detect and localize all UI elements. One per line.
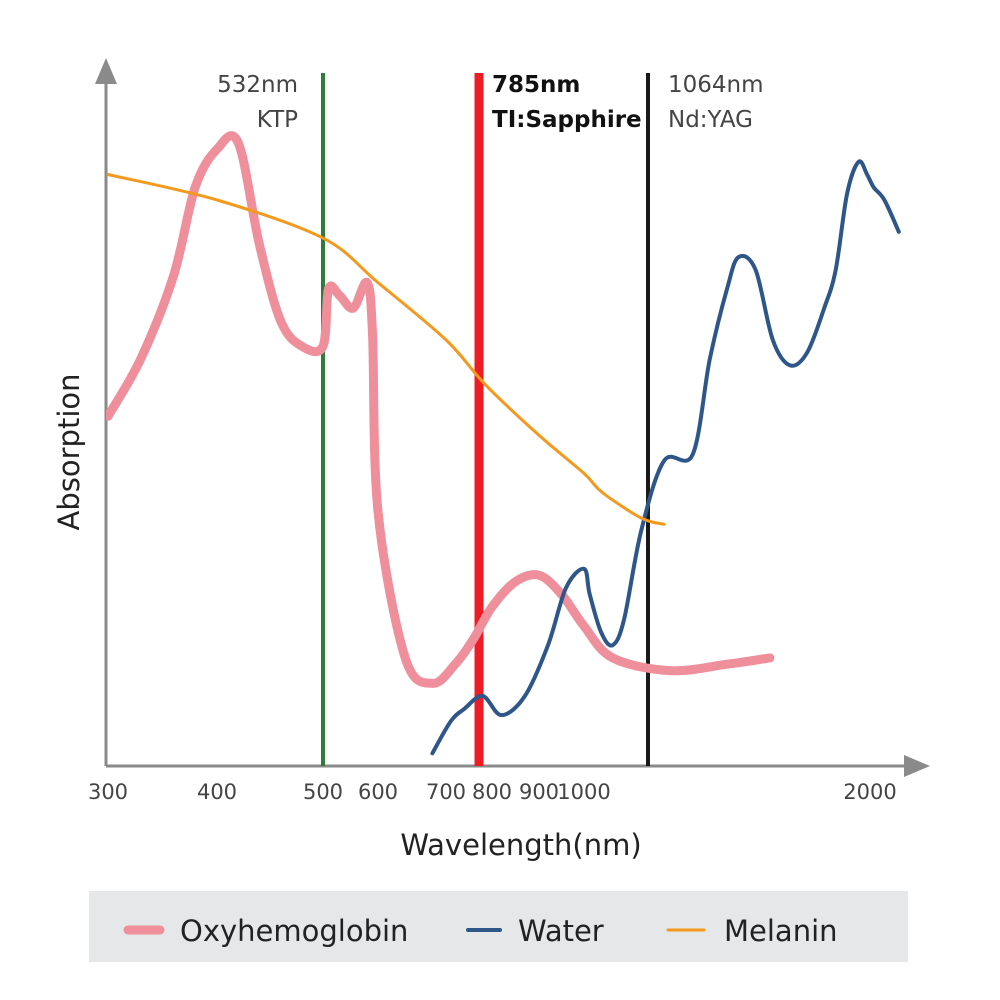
- x-tick-label-600: 600: [358, 780, 398, 804]
- laser-label-1064nm-wavelength: 1064nm: [668, 72, 764, 98]
- laser-label-1064nm-name: Nd:YAG: [668, 107, 753, 133]
- axes: [95, 58, 930, 777]
- oxyhemoglobin-series-line: [106, 131, 775, 688]
- legend-label-water: Water: [518, 914, 604, 948]
- laser-label-532nm-name: KTP: [257, 107, 298, 133]
- x-tick-label-900: 900: [519, 780, 559, 804]
- legend-label-melanin: Melanin: [724, 914, 838, 948]
- x-tick-labels: 300 400 500 600 700 800 900 1000 2000: [88, 780, 897, 804]
- x-tick-label-2000: 2000: [843, 780, 896, 804]
- x-axis-arrow: [904, 755, 930, 777]
- x-tick-label-1000: 1000: [557, 780, 610, 804]
- laser-label-532nm-wavelength: 532nm: [217, 72, 298, 98]
- legend: Oxyhemoglobin Water Melanin: [89, 891, 908, 962]
- laser-labels: 532nm KTP 785nm TI:Sapphire 1064nm Nd:YA…: [217, 72, 763, 133]
- x-axis-title: Wavelength(nm): [400, 828, 641, 862]
- x-tick-label-800: 800: [472, 780, 512, 804]
- legend-background: [89, 891, 908, 962]
- y-axis-title: Absorption: [52, 374, 86, 531]
- x-tick-label-300: 300: [88, 780, 128, 804]
- y-axis-arrow: [95, 58, 117, 84]
- water-series-line: [430, 159, 901, 756]
- laser-lines: [321, 73, 650, 766]
- x-tick-label-500: 500: [303, 780, 343, 804]
- x-tick-label-400: 400: [197, 780, 237, 804]
- melanin-series-line: [106, 173, 666, 526]
- laser-label-785nm-wavelength: 785nm: [492, 72, 580, 98]
- legend-label-oxyhemoglobin: Oxyhemoglobin: [180, 914, 408, 948]
- series-group: [106, 131, 901, 756]
- laser-label-785nm-name: TI:Sapphire: [492, 107, 642, 133]
- x-tick-label-700: 700: [426, 780, 466, 804]
